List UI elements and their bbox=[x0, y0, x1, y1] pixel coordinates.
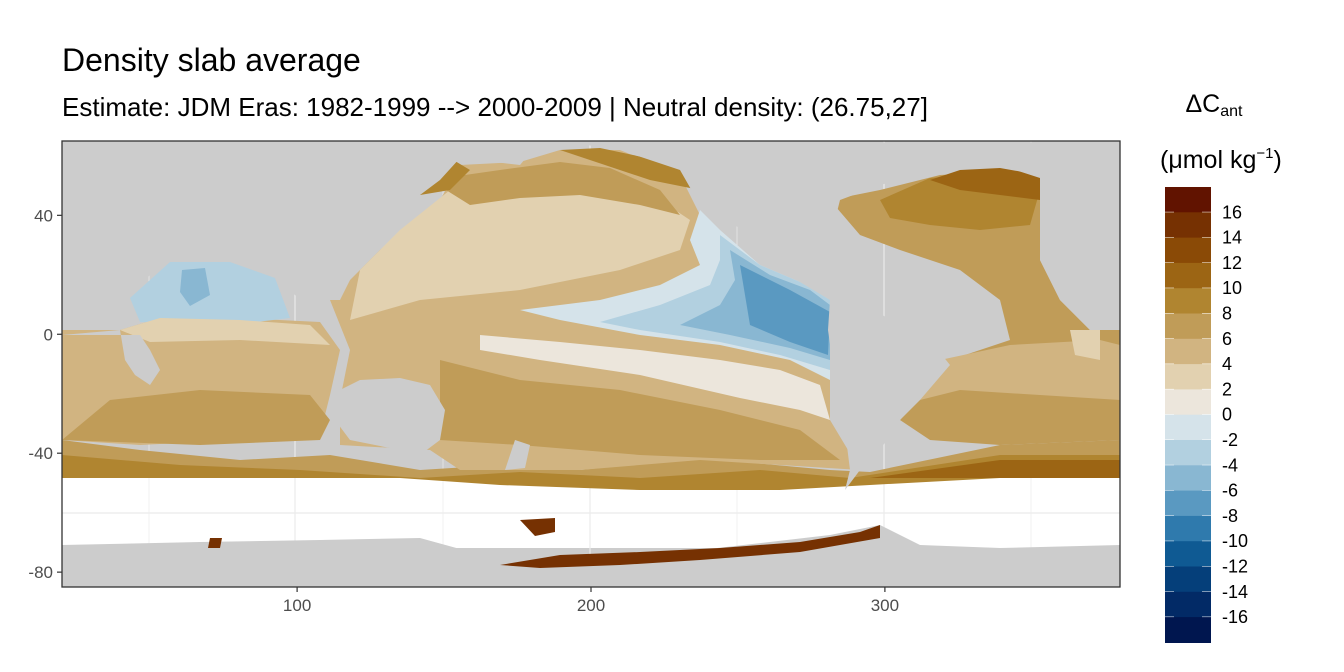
south-atlantic-subtropical bbox=[920, 340, 1120, 400]
south-pacific-gyre bbox=[440, 360, 840, 460]
prydz-bay-patch bbox=[208, 538, 222, 548]
legend-label: 6 bbox=[1222, 329, 1232, 349]
legend-swatch bbox=[1165, 338, 1211, 365]
legend-swatch bbox=[1165, 237, 1211, 264]
legend-swatch bbox=[1165, 541, 1211, 568]
y-tick-label: 40 bbox=[34, 206, 53, 225]
legend-unit-exponent: −1 bbox=[1256, 145, 1274, 162]
legend-label: -8 bbox=[1222, 506, 1238, 526]
legend-unit-open: (μmol kg bbox=[1160, 146, 1257, 174]
legend-swatch bbox=[1165, 591, 1211, 618]
equatorial-indian-band bbox=[120, 318, 330, 345]
ross-sea-shelf bbox=[500, 525, 880, 568]
north-pacific-band bbox=[430, 162, 680, 215]
legend-label: 10 bbox=[1222, 278, 1242, 298]
map-title: Density slab average bbox=[62, 42, 361, 78]
legend-label: 4 bbox=[1222, 354, 1232, 374]
y-tick-label: -80 bbox=[28, 563, 53, 582]
legend-label: 14 bbox=[1222, 228, 1242, 248]
new-zealand bbox=[505, 440, 530, 470]
legend-swatch bbox=[1165, 617, 1211, 643]
legend-label: 8 bbox=[1222, 304, 1232, 324]
x-tick-label: 200 bbox=[577, 596, 605, 615]
legend-swatch bbox=[1165, 490, 1211, 517]
legend-label: 12 bbox=[1222, 253, 1242, 273]
europe-africa-east bbox=[1040, 190, 1120, 330]
eastern-pacific-core bbox=[740, 265, 830, 355]
x-tick-label: 100 bbox=[283, 596, 311, 615]
south-america bbox=[828, 300, 950, 490]
legend-label: 2 bbox=[1222, 379, 1232, 399]
legend-swatch bbox=[1165, 440, 1211, 466]
bering-sea bbox=[560, 148, 700, 190]
legend-unit: (μmol kg−1) bbox=[1160, 136, 1320, 178]
southern-ocean-belt-darker bbox=[62, 455, 1120, 490]
legend-label: 0 bbox=[1222, 405, 1232, 425]
south-pacific-transition bbox=[480, 335, 830, 420]
madagascar-region bbox=[62, 330, 160, 385]
legend-label: -6 bbox=[1222, 481, 1238, 501]
north-pacific-light bbox=[350, 175, 690, 320]
arabian-sea-core bbox=[180, 268, 210, 306]
legend-swatch bbox=[1165, 212, 1211, 239]
north-atlantic-dark-band bbox=[930, 168, 1040, 200]
arabian-sea-bay-of-bengal bbox=[130, 262, 290, 325]
ross-shelf-patch bbox=[520, 518, 555, 536]
south-atlantic-front bbox=[870, 460, 1120, 478]
legend-label: -12 bbox=[1222, 557, 1248, 577]
legend-swatch bbox=[1165, 515, 1211, 542]
north-america bbox=[560, 141, 1120, 270]
ocean-field bbox=[62, 141, 1120, 587]
legend-swatch bbox=[1165, 389, 1211, 416]
legend-label: -4 bbox=[1222, 455, 1238, 475]
map-subtitle: Estimate: JDM Eras: 1982-1999 --> 2000-2… bbox=[62, 92, 928, 122]
legend-label: -16 bbox=[1222, 607, 1248, 627]
legend-label: 16 bbox=[1222, 202, 1242, 222]
legend-unit-close: ) bbox=[1273, 146, 1282, 174]
legend-label: -2 bbox=[1222, 430, 1238, 450]
legend-swatch bbox=[1165, 465, 1211, 492]
continents bbox=[62, 141, 1120, 490]
legend-swatch bbox=[1165, 187, 1211, 213]
legend-label: -14 bbox=[1222, 582, 1248, 602]
eurasia-africa-west bbox=[62, 141, 540, 330]
gulf-of-guinea bbox=[1070, 330, 1100, 360]
x-tick-label: 300 bbox=[871, 596, 899, 615]
legend-title-subscript: ant bbox=[1220, 103, 1243, 120]
legend-swatch bbox=[1165, 566, 1211, 593]
indian-ocean-subtropical bbox=[62, 390, 330, 445]
legend-swatch bbox=[1165, 288, 1211, 315]
australia bbox=[330, 378, 445, 455]
legend-colorbar: 16 14 12 10 8 6 4 2 0 -2 -4 -6 -8 -10 -12 -14 -16 bbox=[1165, 187, 1248, 643]
legend-swatch bbox=[1165, 414, 1211, 441]
legend-swatch bbox=[1165, 364, 1211, 390]
legend-title: ΔCant bbox=[1166, 84, 1262, 132]
legend-swatch bbox=[1165, 262, 1211, 289]
y-tick-label: 0 bbox=[44, 325, 53, 344]
legend-title-symbol: ΔC bbox=[1185, 90, 1221, 118]
southern-ocean-belt bbox=[62, 440, 1120, 478]
y-tick-label: -40 bbox=[28, 444, 53, 463]
legend-label: -10 bbox=[1222, 531, 1248, 551]
legend-swatch bbox=[1165, 313, 1211, 340]
